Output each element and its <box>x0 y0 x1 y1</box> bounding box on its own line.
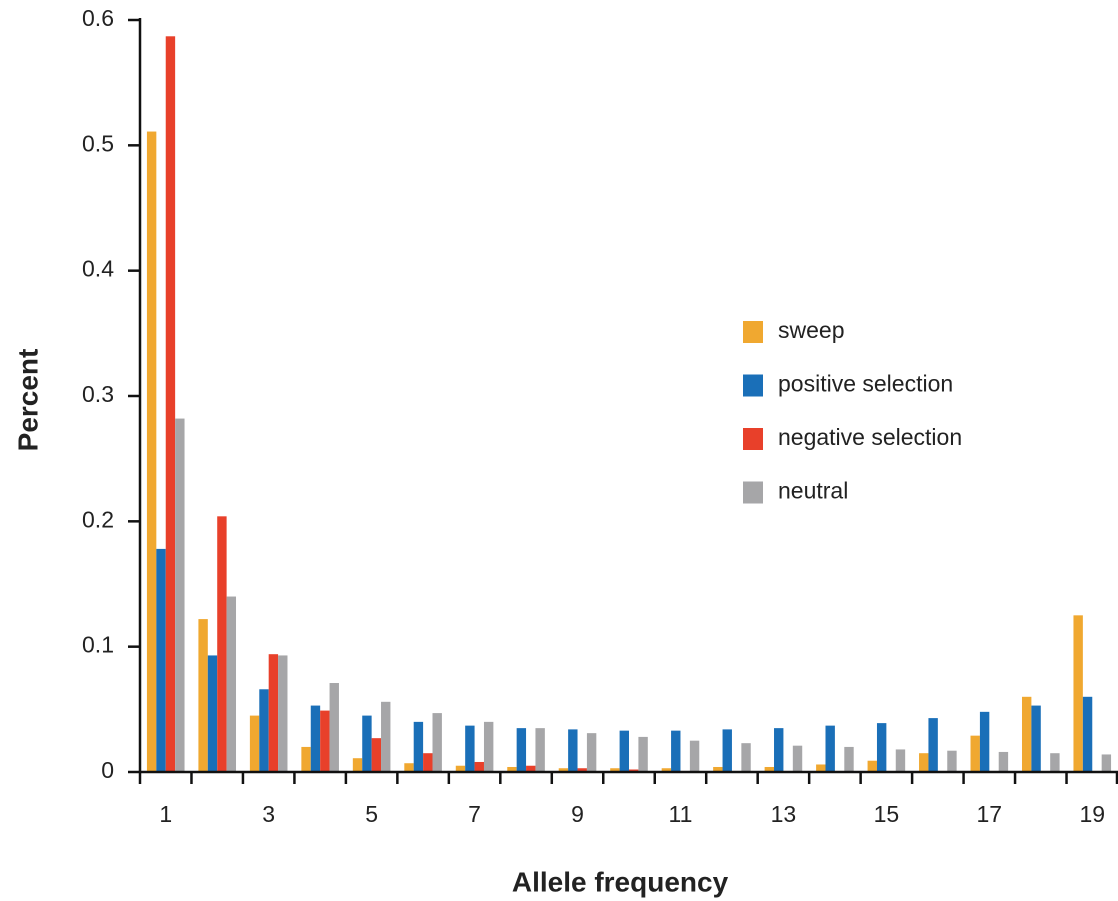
bar <box>979 711 990 772</box>
bar <box>1073 615 1083 772</box>
bar <box>329 683 339 772</box>
bar <box>764 766 775 772</box>
bar <box>483 721 494 772</box>
bar <box>207 655 218 772</box>
legend-swatch <box>743 374 763 397</box>
bar <box>516 728 527 772</box>
bar <box>268 654 279 772</box>
y-tick-label: 0.1 <box>82 632 114 658</box>
bar <box>146 131 157 773</box>
bar <box>619 730 629 772</box>
x-tick-label: 17 <box>977 801 1003 827</box>
bar <box>661 768 672 772</box>
bar <box>844 746 854 772</box>
bar <box>352 758 363 772</box>
y-tick-label: 0.2 <box>82 506 114 532</box>
x-tick-label: 11 <box>669 801 693 827</box>
bar <box>722 729 732 772</box>
bar <box>1050 753 1060 772</box>
bar <box>970 735 980 772</box>
x-tick-label: 9 <box>571 801 584 827</box>
bar <box>526 765 536 772</box>
bar <box>226 596 237 772</box>
bar <box>1101 754 1112 772</box>
y-tick-label: 0 <box>101 757 114 783</box>
y-tick-label: 0.3 <box>82 381 114 407</box>
bar <box>671 730 681 772</box>
bar <box>816 764 826 772</box>
bar <box>586 733 597 772</box>
bar <box>320 710 330 772</box>
bar <box>362 715 372 772</box>
bar <box>474 761 484 772</box>
bar <box>928 718 938 772</box>
x-tick-label: 7 <box>468 801 481 827</box>
bar <box>507 766 517 772</box>
bar <box>455 765 466 772</box>
legend-swatch <box>743 428 763 450</box>
legend-label: sweep <box>778 317 844 343</box>
bar <box>310 705 321 772</box>
x-tick-label: 15 <box>874 801 900 827</box>
x-tick-label: 3 <box>262 801 275 827</box>
bar <box>638 736 648 772</box>
bar <box>301 746 311 772</box>
y-axis-title: Percent <box>12 349 43 452</box>
bar <box>919 753 929 772</box>
bar <box>568 729 578 772</box>
bar <box>895 749 906 772</box>
x-axis-title: Allele frequency <box>512 866 729 897</box>
bar <box>165 36 176 772</box>
bar <box>774 728 784 772</box>
bar <box>1031 705 1041 772</box>
legend-swatch <box>743 321 763 343</box>
legend-label: positive selection <box>778 371 953 397</box>
x-tick-label: 19 <box>1079 801 1105 827</box>
bar <box>998 751 1009 772</box>
bar <box>249 715 260 772</box>
bar <box>371 738 382 772</box>
bar <box>689 740 700 772</box>
bar <box>867 760 877 772</box>
x-tick-label: 1 <box>159 801 172 827</box>
bar <box>629 769 639 772</box>
bar <box>558 768 569 772</box>
bar <box>175 418 185 772</box>
bar <box>1021 696 1032 772</box>
x-tick-label: 5 <box>365 801 378 827</box>
y-tick-label: 0.4 <box>82 256 114 282</box>
x-tick-label: 13 <box>771 801 797 827</box>
bar <box>404 763 414 772</box>
bar <box>577 768 587 772</box>
bar <box>423 753 433 772</box>
bar <box>1082 696 1093 772</box>
bar <box>947 750 957 772</box>
bar <box>156 548 166 772</box>
bar <box>465 725 475 772</box>
legend-label: neutral <box>778 478 848 504</box>
bar <box>876 723 887 772</box>
bar <box>610 768 620 772</box>
bar <box>198 619 208 772</box>
bar <box>381 701 391 772</box>
bar <box>741 743 751 772</box>
bar <box>825 725 835 772</box>
bar <box>413 721 424 772</box>
bar <box>792 745 803 772</box>
bar <box>259 689 269 772</box>
bar <box>713 766 723 772</box>
y-tick-label: 0.6 <box>82 5 114 31</box>
legend-swatch <box>743 481 763 504</box>
bar <box>535 728 545 772</box>
y-tick-label: 0.5 <box>82 130 114 156</box>
bar <box>432 713 442 772</box>
bar <box>217 516 227 772</box>
legend-label: negative selection <box>778 424 962 450</box>
bar <box>278 655 288 772</box>
